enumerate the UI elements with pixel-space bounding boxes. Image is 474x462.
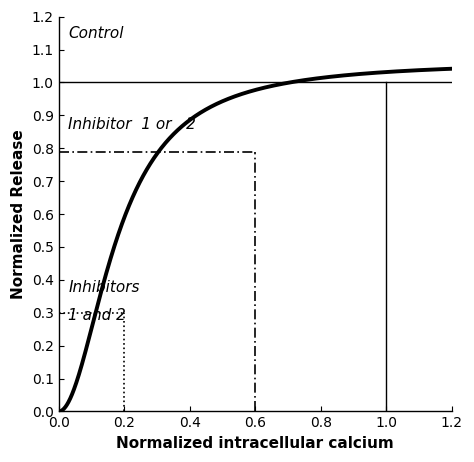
Text: Inhibitors: Inhibitors: [68, 280, 140, 295]
Y-axis label: Normalized Release: Normalized Release: [11, 129, 26, 299]
X-axis label: Normalized intracellular calcium: Normalized intracellular calcium: [117, 436, 394, 451]
Text: Control: Control: [68, 26, 124, 42]
Text: Inhibitor  1 or   2: Inhibitor 1 or 2: [68, 117, 196, 132]
Text: 1 and 2: 1 and 2: [68, 308, 127, 323]
